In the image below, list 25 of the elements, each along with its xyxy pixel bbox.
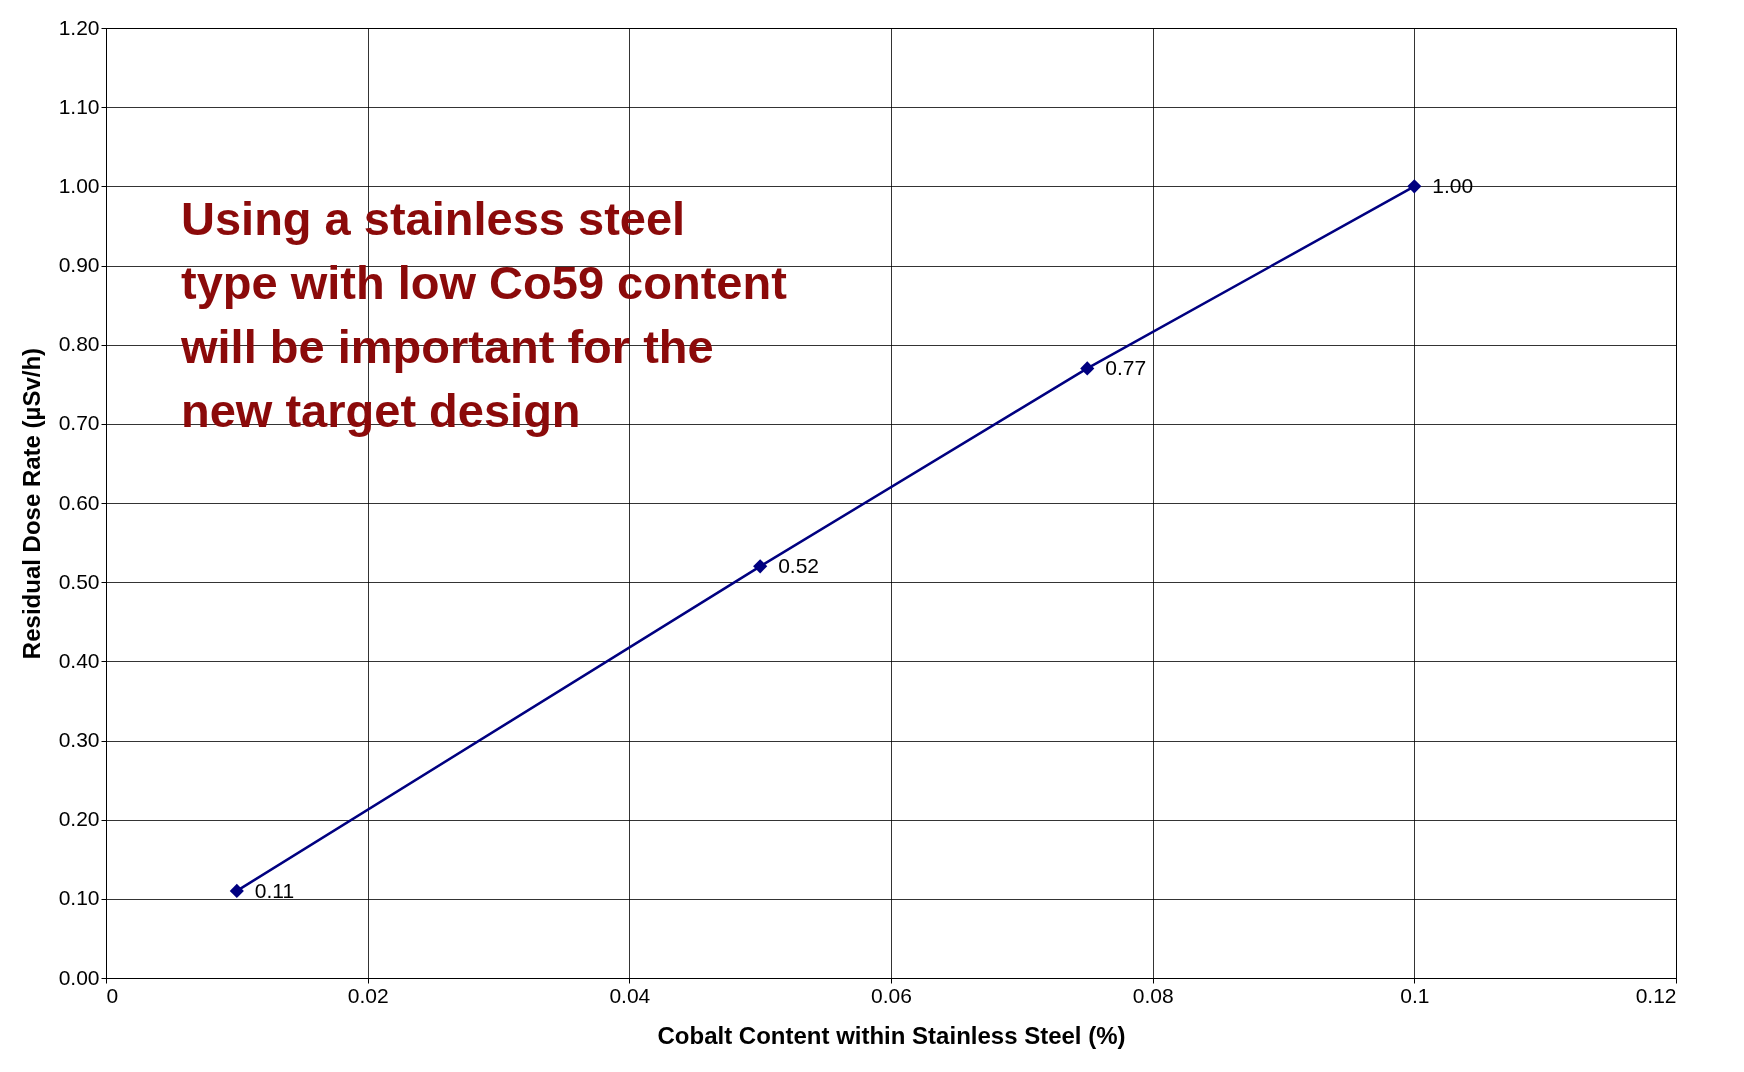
x-tick-label: 0.02 [347, 983, 389, 1007]
y-tick-label: 1.20 [58, 15, 100, 39]
y-tick-label: 1.10 [58, 94, 100, 118]
y-tick-label: 0.80 [58, 332, 100, 356]
x-axis-title: Cobalt Content within Stainless Steel (%) [657, 1021, 1126, 1049]
y-tick-label: 0.40 [58, 648, 100, 672]
x-tick-label: 0.04 [609, 983, 651, 1007]
y-tick-label: 0.70 [58, 411, 100, 435]
y-tick-label: 1.00 [58, 173, 100, 197]
y-axis-title: Residual Dose Rate (µSv/h) [17, 347, 45, 660]
data-label: 0.11 [254, 878, 295, 902]
y-tick-label: 0.20 [58, 807, 100, 831]
x-tick-label: 0.12 [1635, 983, 1677, 1007]
y-tick-label: 0.90 [58, 253, 100, 276]
y-tick-label: 0.00 [58, 965, 100, 989]
x-tick-label: 0.06 [871, 983, 912, 1007]
y-tick-label: 0.30 [58, 728, 100, 751]
x-tick-label: 0.1 [1400, 983, 1430, 1007]
y-tick-label: 0.10 [58, 886, 100, 910]
y-tick-label: 0.60 [58, 490, 100, 514]
x-tick-label: 0.08 [1132, 983, 1174, 1007]
data-label: 0.52 [778, 554, 820, 578]
data-label: 0.77 [1105, 356, 1147, 380]
x-tick-label: 0 [106, 983, 119, 1007]
y-tick-label: 0.50 [58, 569, 100, 593]
